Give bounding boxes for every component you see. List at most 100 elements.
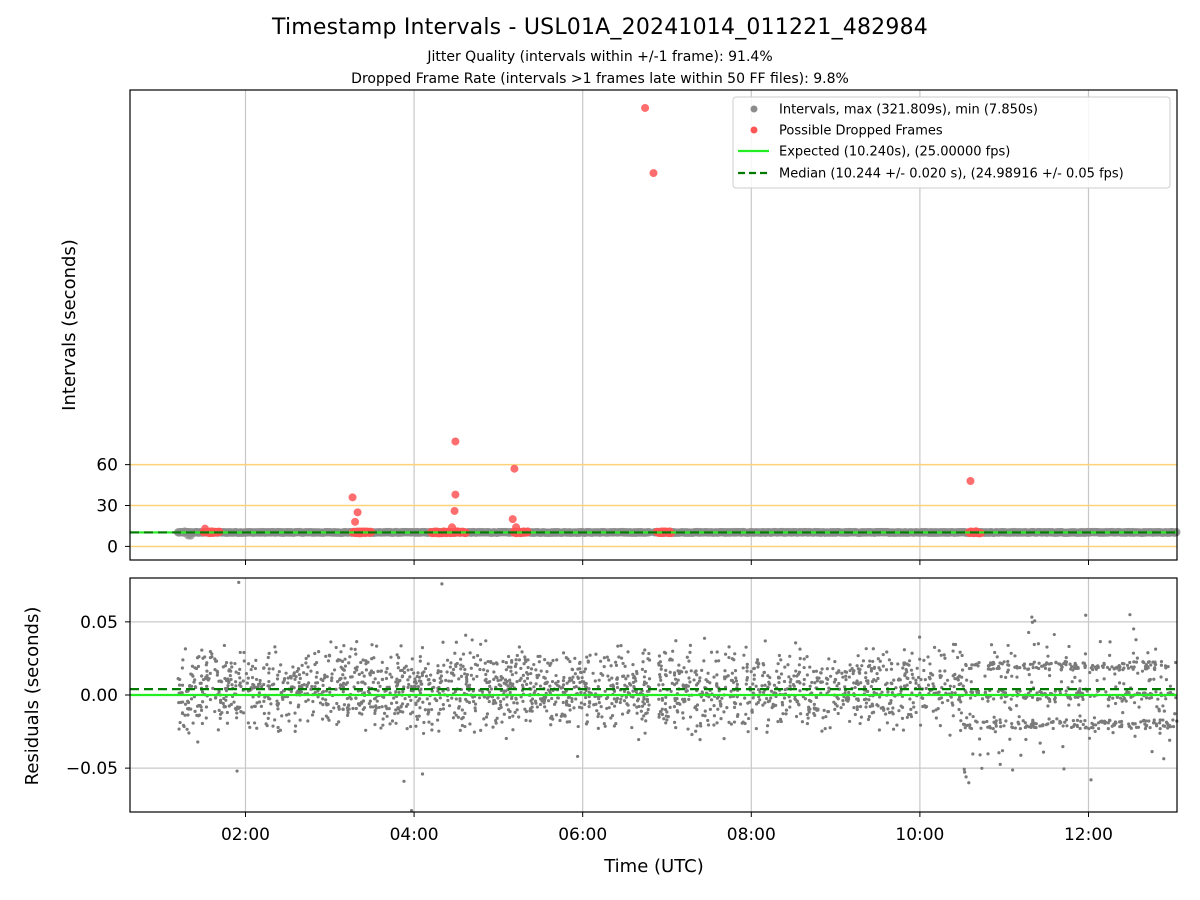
residual-point — [411, 710, 415, 714]
residual-point — [746, 716, 751, 721]
residual-point — [409, 698, 413, 702]
residual-point — [543, 705, 547, 709]
residual-point — [698, 676, 702, 680]
residual-point — [579, 701, 584, 705]
residual-point — [606, 695, 610, 700]
residual-point — [292, 686, 296, 690]
residual-point — [847, 690, 851, 695]
residual-point — [177, 683, 182, 687]
residual-point — [501, 659, 505, 664]
residual-point — [200, 648, 204, 652]
residual-point — [1081, 722, 1085, 727]
residual-point — [427, 682, 431, 686]
residual-point — [780, 703, 785, 707]
residual-point — [668, 705, 672, 709]
residual-point — [327, 653, 331, 657]
residual-point — [385, 714, 389, 718]
residual-point — [1149, 663, 1153, 667]
residual-point — [964, 775, 968, 779]
residual-point — [635, 711, 639, 715]
residual-point — [409, 808, 414, 813]
residual-point — [326, 659, 331, 663]
residual-point — [222, 704, 226, 708]
residual-point — [282, 678, 286, 683]
residual-point — [582, 670, 586, 674]
residual-point — [688, 680, 692, 684]
residual-point — [872, 690, 876, 695]
residual-point — [715, 682, 719, 686]
residual-point — [184, 689, 189, 693]
residual-point — [502, 712, 506, 716]
residual-point — [444, 678, 448, 682]
residual-point — [932, 645, 937, 649]
residual-point — [368, 699, 372, 703]
residual-point — [715, 721, 719, 725]
residual-point — [198, 681, 202, 685]
residual-point — [1018, 666, 1022, 670]
residual-point — [702, 636, 707, 640]
residual-point — [1143, 727, 1148, 731]
residual-point — [321, 702, 325, 707]
residual-point — [743, 696, 747, 700]
residual-point — [310, 713, 315, 717]
residual-point — [579, 690, 583, 695]
residual-point — [712, 704, 716, 708]
residual-point — [1148, 725, 1152, 730]
residual-point — [798, 656, 802, 661]
residual-point — [869, 667, 874, 671]
residual-point — [1166, 726, 1170, 730]
residual-point — [836, 697, 840, 701]
residual-point — [584, 722, 589, 726]
residual-point — [825, 667, 829, 671]
dropped-frame-point — [448, 523, 457, 532]
residual-point — [417, 679, 421, 683]
legend-box — [732, 96, 1171, 189]
residual-point — [952, 684, 956, 689]
residual-point — [607, 658, 611, 662]
residual-point — [959, 719, 963, 723]
residual-point — [762, 670, 766, 674]
residual-point — [681, 697, 685, 701]
residual-point — [891, 727, 896, 731]
residual-point — [1027, 673, 1031, 677]
residual-point — [1120, 723, 1124, 727]
residual-point — [693, 705, 698, 709]
residual-point — [427, 677, 431, 682]
residual-point — [534, 668, 538, 672]
residual-point — [631, 689, 635, 693]
residual-point — [597, 678, 601, 682]
residual-point — [197, 713, 201, 717]
residual-point — [960, 653, 964, 658]
intervals-plot-frame — [129, 89, 1178, 561]
residual-point — [868, 663, 872, 668]
residual-point — [362, 674, 366, 678]
residual-point — [1113, 666, 1118, 670]
residual-point — [1063, 720, 1067, 724]
residual-point — [346, 711, 350, 715]
residual-point — [623, 664, 627, 669]
residual-point — [631, 663, 635, 667]
residual-point — [826, 710, 831, 714]
residual-point — [373, 722, 377, 727]
residual-point — [276, 673, 280, 677]
residual-point — [389, 655, 393, 659]
residual-point — [994, 724, 998, 728]
residual-point — [1042, 663, 1046, 667]
residual-point — [774, 703, 778, 707]
residual-point — [714, 659, 718, 663]
residual-point — [456, 715, 460, 719]
residual-point — [1162, 709, 1166, 713]
residual-point — [1091, 668, 1095, 672]
residual-point — [1118, 696, 1123, 700]
residual-point — [615, 685, 620, 690]
residual-point — [288, 701, 293, 705]
residual-point — [561, 683, 566, 687]
residual-point — [390, 675, 394, 679]
residual-point — [1150, 750, 1154, 754]
legend: Intervals, max (321.809s), min (7.850s)P… — [732, 96, 1171, 189]
residual-point — [800, 720, 805, 724]
residual-point — [437, 712, 441, 716]
residual-point — [660, 698, 665, 702]
residual-point — [266, 655, 270, 660]
residual-point — [621, 661, 625, 666]
